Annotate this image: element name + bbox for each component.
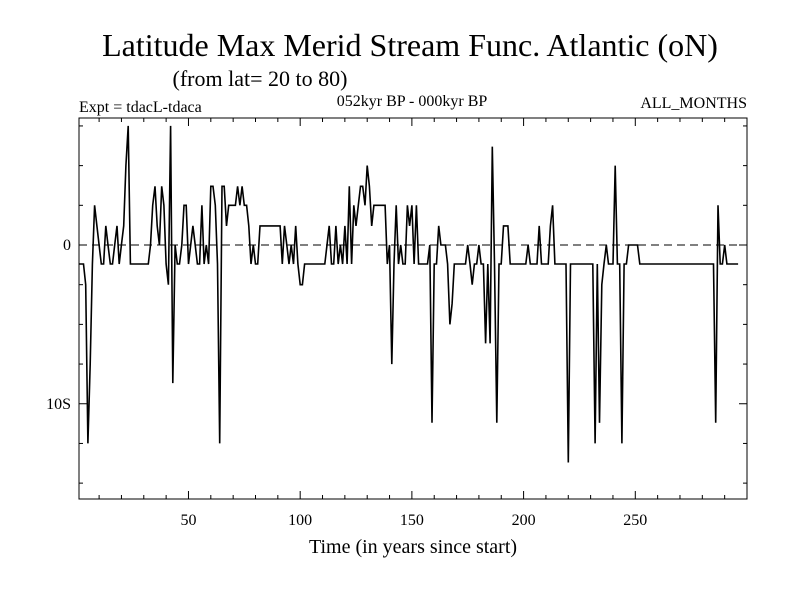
season-label: ALL_MONTHS (640, 95, 747, 112)
x-tick-label: 50 (180, 512, 196, 529)
series-layer (79, 125, 739, 463)
x-tick-label: 100 (288, 512, 312, 529)
x-tick-label: 150 (400, 512, 424, 529)
x-tick-label: 250 (623, 512, 647, 529)
x-axis-label: Time (in years since start) (309, 536, 517, 558)
chart-subtitle: (from lat= 20 to 80) (173, 66, 348, 91)
y-tick-label: 10S (46, 396, 71, 413)
x-axis: 50 100 150 200 250 (98, 118, 726, 529)
x-tick-label: 200 (512, 512, 536, 529)
plot-frame (78, 117, 748, 500)
experiment-label: Expt = tdacL-tdaca (79, 99, 202, 116)
y-tick-label: 0 (63, 237, 71, 254)
y-axis: 0 10S (46, 125, 747, 484)
period-label: 052kyr BP - 000kyr BP (337, 93, 488, 110)
series-line (79, 125, 739, 463)
chart-title: Latitude Max Merid Stream Func. Atlantic… (102, 27, 718, 63)
